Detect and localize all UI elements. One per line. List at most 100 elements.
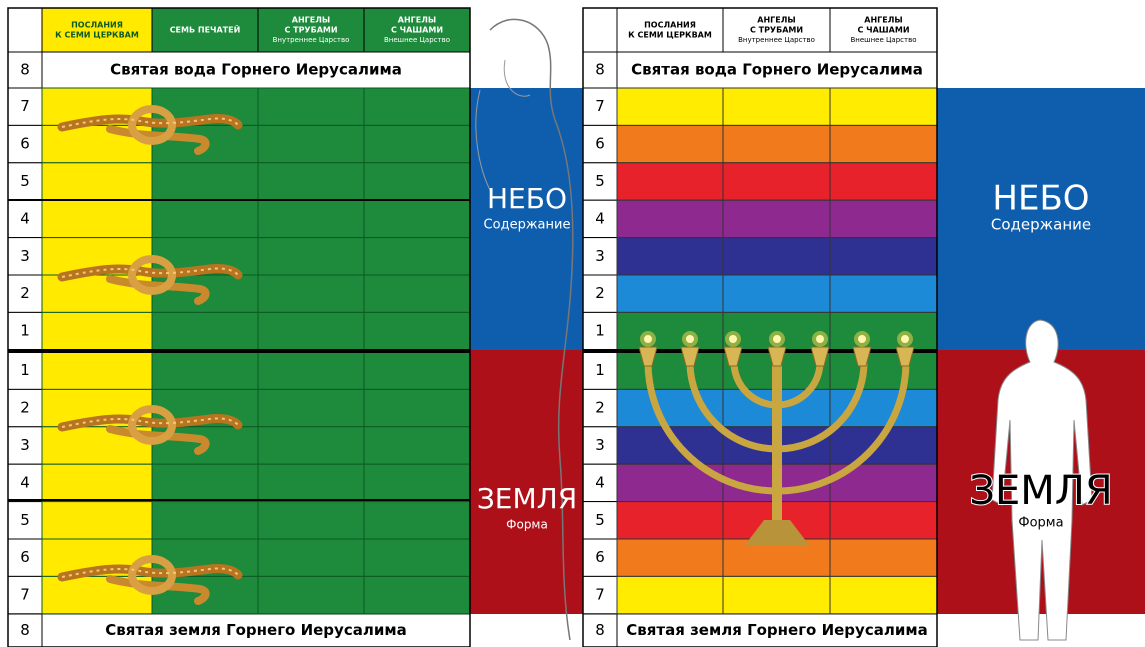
row-cell <box>257 388 365 428</box>
title-cell <box>41 51 471 89</box>
rope-loop <box>128 105 176 145</box>
row-number: 7 <box>20 586 30 604</box>
row-number: 1 <box>595 361 605 379</box>
row-cell <box>363 87 471 126</box>
row-cell <box>41 575 153 615</box>
row-number: 8 <box>595 621 605 639</box>
row-number: 2 <box>595 284 605 302</box>
table-border <box>7 7 471 647</box>
rope-strand <box>61 117 239 128</box>
row-cell <box>41 501 153 540</box>
flame <box>644 335 652 343</box>
row-cell <box>41 162 153 201</box>
row-cell <box>363 463 471 503</box>
menorah-stem <box>772 350 782 525</box>
row-cell <box>257 162 365 201</box>
row-number: 2 <box>20 284 30 302</box>
menorah-cup <box>810 346 830 367</box>
knot <box>57 555 243 605</box>
sky-subtitle: Содержание <box>484 218 571 233</box>
row-number: 3 <box>20 436 30 454</box>
row-title: Святая земля Горнего Иерусалима <box>105 621 406 639</box>
knot <box>57 405 243 455</box>
column-header: Внешнее Царство <box>384 36 450 44</box>
column-header: АНГЕЛЫ <box>757 16 795 25</box>
figure-outline <box>475 59 531 191</box>
number-cell <box>7 613 43 647</box>
row-cell <box>829 199 938 239</box>
row-cell <box>363 538 471 577</box>
rope-loop <box>128 555 176 595</box>
row-cell <box>257 237 365 276</box>
row-number: 8 <box>20 621 30 639</box>
flame <box>773 335 781 343</box>
number-cell <box>7 426 43 465</box>
number-cell <box>582 124 618 164</box>
row-cell <box>363 426 471 465</box>
sky-subtitle: Содержание <box>991 216 1091 234</box>
row-cell <box>829 388 938 428</box>
flame <box>729 335 737 343</box>
row-cell <box>363 388 471 428</box>
column-header: С ТРУБАМИ <box>750 26 803 35</box>
row-cell <box>257 538 365 577</box>
row-cell <box>616 351 724 390</box>
number-cell <box>582 426 618 465</box>
row-number: 5 <box>595 511 605 529</box>
menorah <box>638 331 915 545</box>
number-cell <box>7 311 43 351</box>
row-cell <box>829 124 938 164</box>
row-cell <box>363 575 471 615</box>
row-cell <box>616 311 724 351</box>
row-cell <box>829 575 938 615</box>
row-number: 6 <box>595 135 605 153</box>
row-cell <box>41 311 153 351</box>
row-cell <box>363 199 471 239</box>
number-cell <box>582 87 618 126</box>
flame <box>858 335 866 343</box>
row-cell <box>722 199 831 239</box>
row-cell <box>616 162 724 201</box>
row-cell <box>257 124 365 164</box>
title-cell <box>41 613 471 647</box>
row-cell <box>722 538 831 577</box>
table-border <box>582 7 938 647</box>
row-cell <box>616 124 724 164</box>
row-cell <box>722 274 831 313</box>
header-corner <box>7 7 43 53</box>
row-cell <box>829 87 938 126</box>
row-number: 6 <box>595 548 605 566</box>
row-title: Святая земля Горнего Иерусалима <box>626 621 927 639</box>
row-cell <box>722 162 831 201</box>
row-cell <box>151 501 259 540</box>
row-number: 1 <box>20 322 30 340</box>
earth-subtitle: Форма <box>1018 516 1063 531</box>
row-cell <box>363 274 471 313</box>
row-cell <box>829 538 938 577</box>
earth-subtitle: Форма <box>506 518 548 532</box>
row-number: 4 <box>595 209 605 227</box>
row-number: 7 <box>595 586 605 604</box>
menorah-cup <box>638 346 658 367</box>
row-cell <box>151 351 259 390</box>
menorah-cup <box>680 346 700 367</box>
row-number: 4 <box>20 473 30 491</box>
column-header: СЕМЬ ПЕЧАТЕЙ <box>170 24 241 35</box>
row-cell <box>829 351 938 390</box>
number-cell <box>582 388 618 428</box>
rope-loop <box>128 405 176 445</box>
rope-loop <box>128 255 176 295</box>
column-header: ПОСЛАНИЯ <box>644 21 696 30</box>
row-cell <box>41 463 153 503</box>
column-header: АНГЕЛЫ <box>292 16 330 25</box>
number-cell <box>7 501 43 540</box>
rope-strand <box>61 417 239 428</box>
column-header: С ЧАШАМИ <box>857 26 909 35</box>
number-cell <box>582 311 618 351</box>
row-cell <box>363 311 471 351</box>
earth-title: ЗЕМЛЯ <box>969 468 1112 514</box>
rope-strand <box>61 567 239 578</box>
menorah-cup <box>852 346 872 367</box>
row-cell <box>616 463 724 503</box>
